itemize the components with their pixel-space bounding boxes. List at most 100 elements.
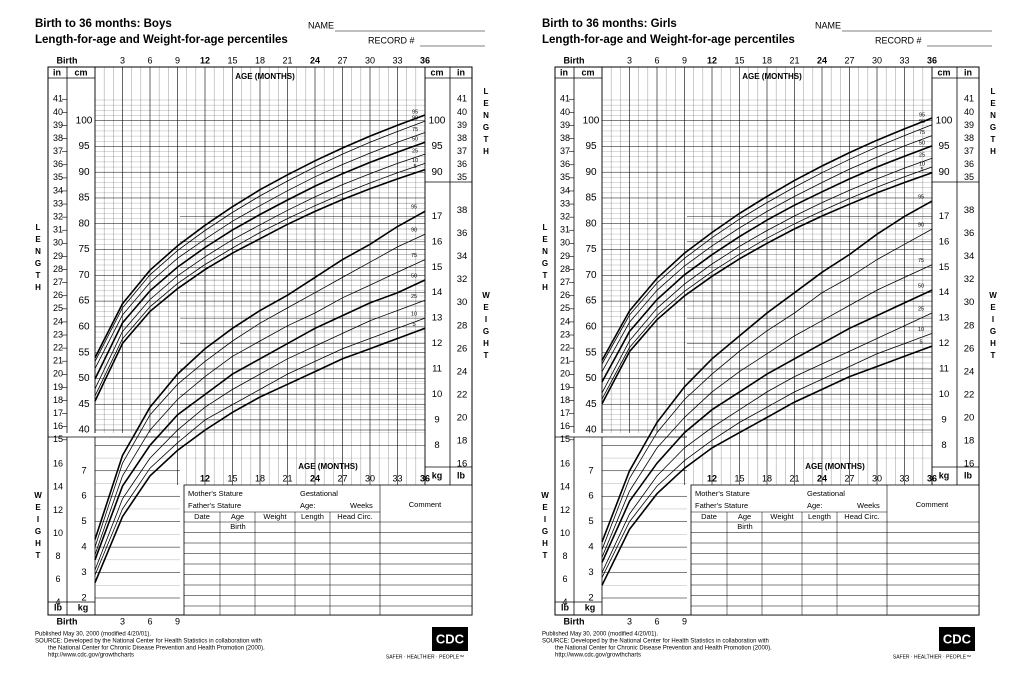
- lower-kg-tick: 4: [81, 542, 86, 553]
- length-percentile-label: 5: [920, 167, 923, 173]
- kg-unit-label: kg: [78, 602, 89, 612]
- name-label: NAME: [308, 20, 334, 30]
- right-in-tick: 35: [964, 172, 974, 182]
- weight-curve-p25: [601, 312, 933, 573]
- chart-title: Birth to 36 months: Girls: [542, 18, 677, 30]
- left-cm-tick: 95: [585, 141, 597, 152]
- left-in-tick: 19: [560, 382, 570, 392]
- right-kg-tick: 9: [941, 414, 946, 425]
- right-kg-tick: 12: [432, 338, 443, 349]
- length-side-letter: N: [542, 247, 548, 256]
- left-cm-tick: 85: [585, 193, 597, 204]
- weight-percentile-label: 10: [918, 327, 924, 333]
- right-lb-tick: 24: [964, 366, 975, 377]
- left-in-tick: 17: [560, 408, 570, 418]
- weight-side-letter-right: E: [990, 303, 996, 312]
- left-in-tick: 22: [560, 342, 570, 352]
- weight-side-letter-right: W: [482, 291, 490, 300]
- mothers-stature-label: Mother's Stature: [695, 489, 750, 498]
- right-lb-tick: 32: [457, 274, 468, 285]
- length-curve-p90: [94, 120, 426, 362]
- weeks-label: Weeks: [350, 501, 373, 510]
- top-age-tick: 27: [337, 55, 347, 65]
- length-side-letter-right: L: [991, 87, 996, 96]
- left-cm-tick: 45: [78, 399, 90, 410]
- lower-lb-tick: 16: [560, 459, 570, 469]
- right-in-tick: 37: [457, 146, 467, 156]
- bottom-age-tick: 6: [654, 616, 659, 626]
- weight-curve-p90: [94, 233, 426, 548]
- length-percentile-label: 50: [919, 140, 925, 146]
- weight-percentile-label: 50: [918, 284, 924, 290]
- left-in-tick: 25: [560, 303, 570, 313]
- length-side-letter: H: [35, 283, 41, 292]
- left-cm-tick: 75: [78, 244, 90, 255]
- left-in-tick: 39: [560, 120, 570, 130]
- lb-unit-label-right: lb: [964, 470, 973, 480]
- table-header: Age: [738, 512, 751, 521]
- left-in-tick: 36: [53, 159, 63, 169]
- left-in-tick: 29: [560, 251, 570, 261]
- weight-side-letter: T: [36, 551, 41, 560]
- length-curve-p75: [94, 132, 426, 369]
- weight-curve-p50: [94, 279, 426, 561]
- mid-age-tick: 33: [392, 473, 402, 483]
- length-side-letter: L: [36, 223, 41, 232]
- right-kg-tick: 10: [432, 389, 443, 400]
- top-age-tick: 3: [627, 55, 632, 65]
- length-side-letter-right: E: [483, 99, 489, 108]
- weight-side-letter-right: G: [990, 327, 996, 336]
- left-cm-tick: 50: [585, 373, 597, 384]
- left-in-tick: 17: [53, 408, 63, 418]
- weight-curve-p75: [94, 259, 426, 555]
- name-label: NAME: [815, 20, 841, 30]
- cdc-logo: [939, 627, 975, 651]
- left-cm-tick: 40: [78, 425, 90, 436]
- left-in-tick: 20: [560, 369, 570, 379]
- top-age-tick: 21: [282, 55, 292, 65]
- cm-unit-label: cm: [581, 67, 594, 77]
- weight-percentile-label: 25: [411, 294, 417, 300]
- length-percentile-label: 50: [412, 137, 418, 143]
- length-side-letter: L: [543, 223, 548, 232]
- weight-side-letter-right: I: [992, 315, 994, 324]
- length-side-letter-right: T: [484, 135, 489, 144]
- right-kg-tick: 17: [432, 211, 443, 222]
- right-kg-tick: 15: [939, 262, 950, 273]
- left-in-tick: 15: [560, 434, 570, 444]
- gestational-age-label: Age:: [300, 501, 315, 510]
- left-in-tick: 16: [53, 421, 63, 431]
- weight-percentile-label: 25: [918, 306, 924, 312]
- left-cm-tick: 85: [78, 193, 90, 204]
- footer-line: SOURCE: Developed by the National Center…: [542, 639, 769, 645]
- mid-age-tick: 15: [734, 473, 744, 483]
- right-kg-tick: 9: [434, 414, 439, 425]
- left-in-tick: 28: [53, 264, 63, 274]
- upper-grid: [601, 67, 933, 599]
- weight-side-letter: I: [544, 515, 546, 524]
- table-header: Head Circ.: [844, 512, 879, 521]
- mid-age-tick: 24: [817, 473, 827, 483]
- length-curve-p95: [601, 117, 933, 361]
- right-cm-tick: 95: [431, 141, 443, 152]
- right-lb-tick: 34: [964, 251, 975, 262]
- right-kg-tick: 15: [432, 262, 443, 273]
- right-in-tick: 38: [457, 133, 467, 143]
- cdc-logo: [432, 627, 468, 651]
- right-kg-tick: 17: [939, 211, 950, 222]
- length-side-letter-right: G: [990, 123, 996, 132]
- mid-age-tick: 36: [927, 473, 937, 483]
- record-label: RECORD #: [875, 35, 922, 45]
- girls-chart-panel: Birth to 36 months: Girls Length-for-age …: [507, 0, 1007, 683]
- right-kg-tick: 11: [939, 364, 949, 375]
- right-lb-tick: 26: [457, 343, 468, 354]
- measurement-table: [183, 484, 473, 616]
- left-in-tick: 41: [560, 94, 570, 104]
- length-side-letter-right: H: [990, 147, 996, 156]
- cm-unit-label-right: cm: [937, 67, 950, 77]
- top-age-tick: 12: [707, 55, 717, 65]
- mid-age-tick: 27: [844, 473, 854, 483]
- left-in-tick: 40: [560, 107, 570, 117]
- left-cm-tick: 100: [583, 115, 600, 126]
- lower-kg-tick: 6: [81, 491, 86, 502]
